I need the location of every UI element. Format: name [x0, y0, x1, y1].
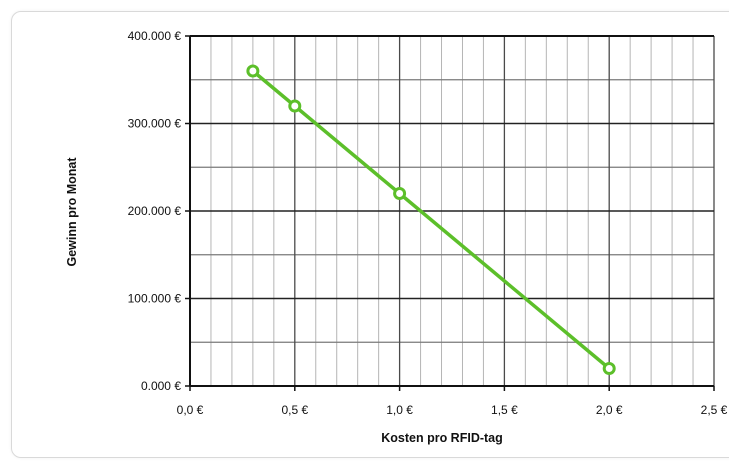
y-axis-title: Gewinn pro Monat: [65, 157, 79, 267]
series-line: [251, 69, 611, 371]
x-tick-label: 1,0 €: [386, 403, 413, 417]
data-point: [393, 187, 407, 200]
x-axis-ticks: 0,0 € 0,5 € 1,0 € 1,5 € 2,0 € 2,5 €: [177, 386, 728, 417]
data-point: [288, 99, 302, 113]
y-tick-label: 100.000 €: [128, 292, 182, 306]
y-tick-label: 0.000 €: [141, 379, 181, 393]
x-tick-label: 1,5 €: [491, 403, 518, 417]
x-axis-title: Kosten pro RFID-tag: [381, 431, 503, 445]
y-tick-label: 200.000 €: [128, 204, 182, 218]
x-tick-label: 2,0 €: [596, 403, 623, 417]
x-tick-label: 0,5 €: [281, 403, 308, 417]
data-point: [602, 362, 616, 375]
x-tick-label: 0,0 €: [177, 403, 204, 417]
x-tick-label: 2,5 €: [701, 403, 728, 417]
y-axis-ticks: 0.000 € 100.000 € 200.000 € 300.000 € 400.00…: [128, 29, 190, 393]
y-tick-label: 400.000 €: [128, 29, 182, 43]
series-layer: [246, 64, 616, 375]
data-point: [246, 64, 260, 78]
y-tick-label: 300.000 €: [128, 117, 182, 131]
major-gridlines: [190, 36, 715, 386]
